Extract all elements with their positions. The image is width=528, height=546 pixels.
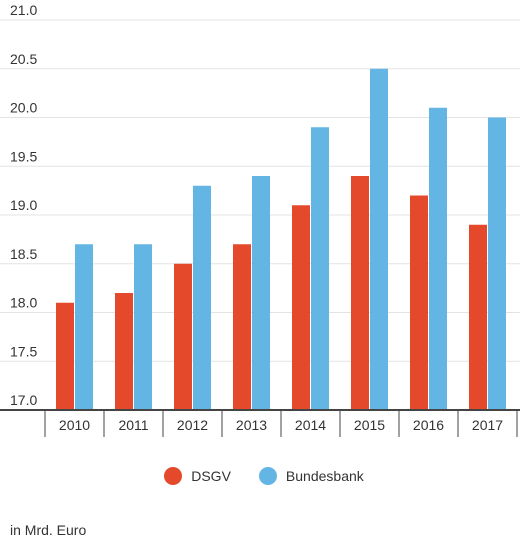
bar-dsgv-2015 (351, 176, 369, 410)
y-tick-label: 17.5 (10, 343, 37, 359)
x-tick-label: 2017 (472, 417, 503, 433)
bar-dsgv-2011 (115, 293, 133, 410)
bar-bundesbank-2011 (134, 244, 152, 410)
y-tick-label: 19.0 (10, 197, 37, 213)
y-tick-label: 21.0 (10, 2, 37, 18)
x-tick-label: 2010 (59, 417, 90, 433)
y-axis-tick-labels: 17.0 17.5 18.0 18.5 19.0 19.5 20.0 20.5 21.0 (10, 2, 37, 408)
legend-item-dsgv: DSGV (164, 467, 231, 485)
x-tick-label: 2016 (413, 417, 444, 433)
legend: DSGV Bundesbank (0, 464, 528, 488)
bar-bundesbank-2010 (75, 244, 93, 410)
bars (56, 68, 506, 410)
x-tick-label: 2011 (118, 417, 148, 433)
y-tick-label: 20.0 (10, 100, 37, 116)
legend-label-dsgv: DSGV (191, 468, 231, 484)
y-tick-label: 18.5 (10, 246, 37, 262)
legend-item-bundesbank: Bundesbank (258, 467, 364, 485)
bar-chart: 17.0 17.5 18.0 18.5 19.0 19.5 20.0 20.5 21.0 201… (0, 2, 520, 437)
y-tick-label: 20.5 (10, 51, 37, 67)
bar-bundesbank-2015 (370, 68, 388, 410)
x-tick-label: 2013 (236, 417, 267, 433)
x-tick-label: 2014 (295, 417, 326, 433)
y-tick-label: 19.5 (10, 148, 37, 164)
bar-dsgv-2012 (174, 263, 192, 410)
bar-bundesbank-2016 (429, 107, 447, 410)
bar-dsgv-2017 (469, 224, 487, 410)
bar-dsgv-2014 (292, 205, 310, 410)
bar-dsgv-2013 (233, 244, 251, 410)
unit-note: in Mrd. Euro (10, 522, 87, 538)
x-tick-label: 2012 (177, 417, 208, 433)
bar-bundesbank-2017 (488, 117, 506, 410)
x-axis: 2010 2011 2012 2013 2014 2015 2016 2017 (0, 409, 520, 437)
legend-label-bundesbank: Bundesbank (285, 468, 364, 484)
legend-marker-bundesbank (258, 467, 277, 485)
bar-bundesbank-2013 (252, 176, 270, 410)
bar-dsgv-2010 (56, 302, 74, 410)
x-tick-label: 2015 (354, 417, 385, 433)
bar-dsgv-2016 (410, 195, 428, 410)
y-tick-label: 17.0 (10, 392, 37, 408)
bar-bundesbank-2012 (193, 185, 211, 410)
y-tick-label: 18.0 (10, 295, 37, 311)
legend-marker-dsgv (164, 467, 183, 485)
bar-bundesbank-2014 (311, 127, 329, 410)
